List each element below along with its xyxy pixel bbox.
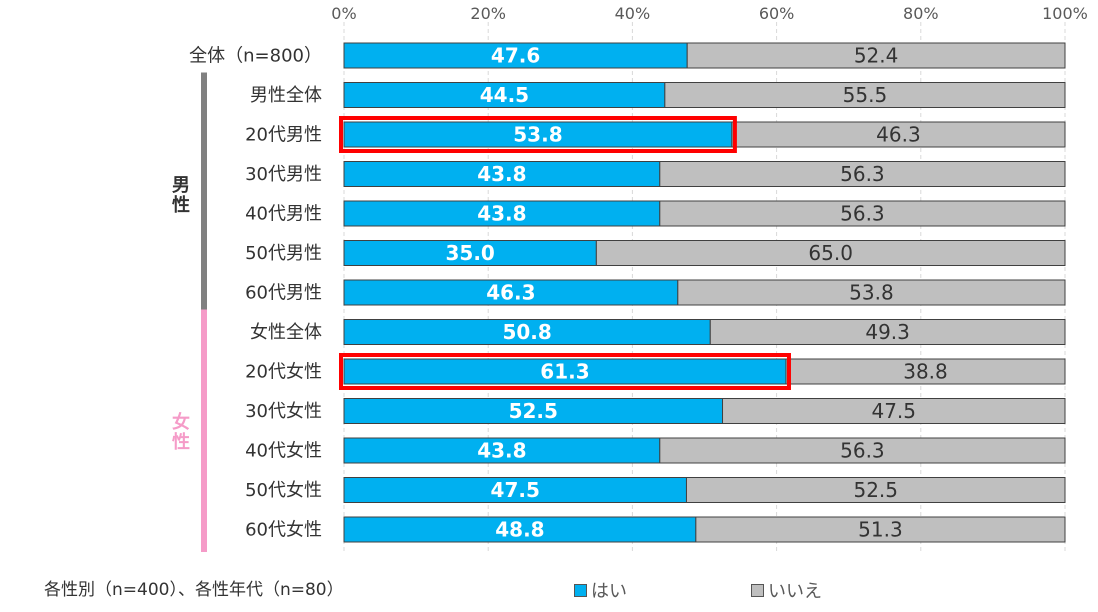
- x-tick-label: 60%: [759, 4, 795, 23]
- bar-yes: [343, 240, 597, 266]
- data-label-yes: 52.5: [509, 399, 558, 423]
- bar-no: [659, 200, 1066, 227]
- data-label-yes: 46.3: [486, 281, 535, 305]
- category-label: 40代男性: [245, 204, 322, 225]
- bar-no: [677, 279, 1066, 306]
- legend-label-yes: はい: [591, 581, 627, 602]
- bar-no: [731, 121, 1066, 148]
- category-label: 全体（n=800）: [189, 46, 322, 67]
- bar-no: [659, 161, 1066, 187]
- category-label: 20代男性: [245, 125, 322, 146]
- grid-lines: [343, 22, 1066, 552]
- bar-no: [659, 437, 1066, 464]
- legend-item-no: いいえ: [751, 577, 822, 603]
- bar-no: [709, 319, 1066, 345]
- bar-yes: [343, 161, 661, 187]
- data-label-no: 51.3: [858, 518, 903, 542]
- bar-yes: [343, 437, 661, 464]
- data-label-yes: 50.8: [502, 320, 551, 344]
- bar-yes: [343, 200, 661, 227]
- highlight-box: [339, 116, 737, 153]
- bars: [343, 42, 1066, 543]
- data-label-no: 56.3: [840, 162, 885, 186]
- data-label-no: 56.3: [840, 202, 885, 226]
- group-label-male: 性: [172, 194, 190, 216]
- data-label-yes: 47.6: [491, 44, 540, 68]
- category-label: 50代女性: [245, 480, 322, 501]
- category-labels: 全体（n=800） 男性全体 20代男性 30代男性 40代男性 50代男性 60代男性女性…: [189, 46, 322, 541]
- bar-yes: [343, 358, 787, 385]
- data-label-yes: 35.0: [445, 241, 494, 265]
- category-label: 20代女性: [245, 362, 322, 383]
- sample-size-note: 各性別（n=400）、各性年代（n=80）: [44, 580, 344, 600]
- data-label-no: 53.8: [849, 281, 894, 305]
- group-bar-female: [201, 309, 207, 552]
- category-label: 50代男性: [245, 243, 322, 264]
- x-tick-label: 80%: [903, 4, 939, 23]
- category-label: 60代男性: [245, 283, 322, 304]
- bar-no: [722, 398, 1066, 424]
- x-tick-label: 20%: [470, 4, 506, 23]
- bar-yes: [343, 42, 688, 69]
- data-label-yes: 43.8: [477, 202, 526, 226]
- data-label-yes: 44.5: [480, 83, 529, 107]
- legend-item-yes: はい: [574, 577, 627, 603]
- bar-no: [595, 240, 1066, 266]
- data-label-no: 55.5: [843, 83, 888, 107]
- data-label-yes: 53.8: [513, 123, 562, 147]
- category-label: 男性全体: [250, 85, 322, 106]
- data-label-yes: 48.8: [495, 518, 544, 542]
- bar-no: [785, 358, 1066, 385]
- data-label-yes: 61.3: [540, 360, 589, 384]
- category-label: 60代女性: [245, 520, 322, 541]
- data-label-no: 65.0: [808, 241, 853, 265]
- legend-swatch-no: [751, 583, 764, 597]
- data-label-yes: 43.8: [477, 439, 526, 463]
- bar-yes: [343, 477, 687, 503]
- bar-yes: [343, 82, 666, 108]
- category-label: 30代男性: [245, 164, 322, 185]
- x-tick-label: 100%: [1042, 4, 1088, 23]
- data-label-no: 49.3: [865, 320, 910, 344]
- data-label-no: 38.8: [903, 360, 948, 384]
- category-label: 30代女性: [245, 401, 322, 422]
- highlight-box: [339, 353, 791, 390]
- category-label: 40代女性: [245, 441, 322, 462]
- data-label-yes: 47.5: [491, 478, 540, 502]
- data-label-yes: 43.8: [477, 162, 526, 186]
- value-labels: 47.6 52.4 44.5 55.5 53.8 46.3 43.8 56.3 43.8 56.3…: [445, 44, 947, 542]
- legend-label-no: いいえ: [768, 581, 822, 602]
- x-tick-label: 40%: [615, 4, 651, 23]
- group-label-male: 男: [172, 175, 190, 196]
- bar-no: [664, 82, 1066, 108]
- highlight-boxes: [339, 116, 791, 390]
- group-bar-male: [201, 72, 207, 315]
- data-label-no: 52.5: [853, 478, 898, 502]
- legend-swatch-yes: [574, 583, 587, 597]
- data-label-no: 52.4: [854, 44, 899, 68]
- x-tick-label: 0%: [331, 4, 356, 23]
- category-label: 女性全体: [250, 322, 322, 343]
- bar-no: [685, 477, 1066, 503]
- data-label-no: 46.3: [876, 123, 921, 147]
- bar-no: [695, 516, 1066, 543]
- stacked-bar-chart: 0% 20% 40% 60% 80% 100% 全体（n=800） 男性全体 20代男性 30代…: [172, 4, 1088, 552]
- x-axis-ticks: 0% 20% 40% 60% 80% 100%: [331, 4, 1088, 23]
- data-label-no: 47.5: [871, 399, 916, 423]
- bar-no: [686, 42, 1066, 69]
- bar-yes: [343, 319, 711, 345]
- data-label-no: 56.3: [840, 439, 885, 463]
- group-label-female: 性: [172, 431, 190, 453]
- group-label-female: 女: [172, 411, 190, 433]
